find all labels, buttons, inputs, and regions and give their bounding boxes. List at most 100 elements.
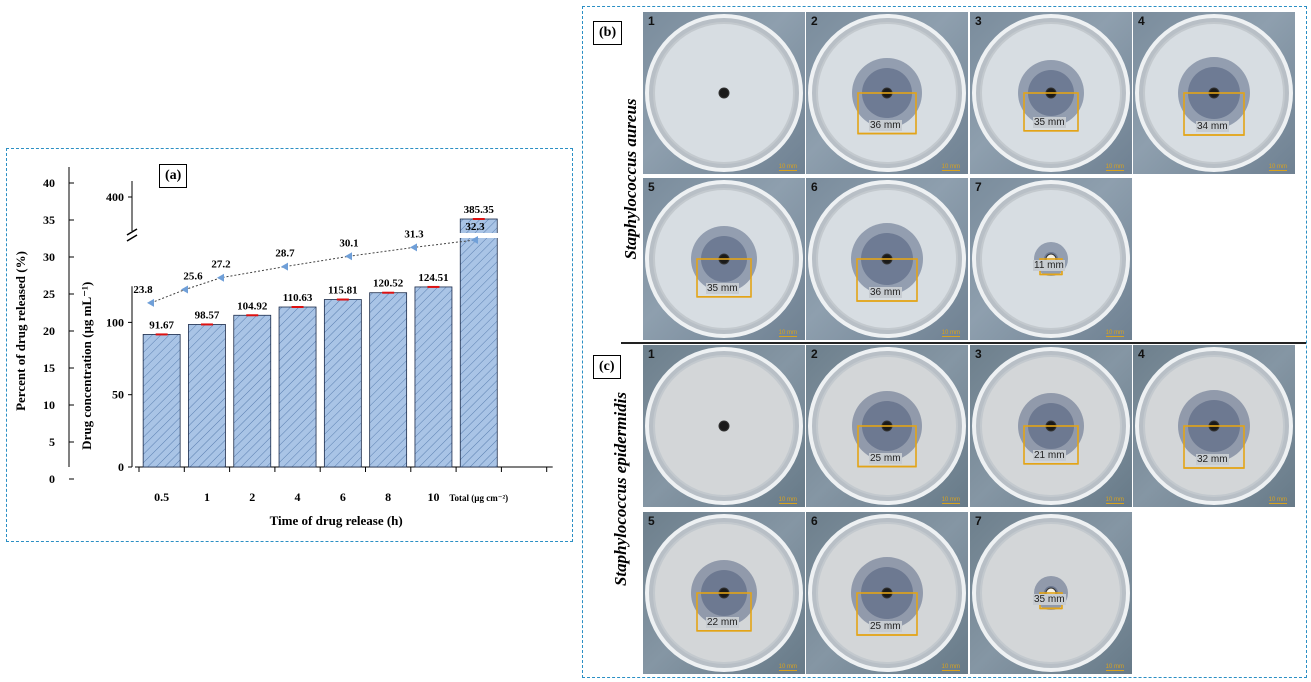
scale-bar: 10 mm: [941, 330, 960, 337]
petri-dish-image: [972, 180, 1130, 338]
bar-value-label: 115.81: [328, 285, 358, 297]
percent-tick-label: 40: [43, 176, 55, 190]
percent-tick-label: 30: [43, 250, 55, 264]
petri-dish-image: [808, 180, 966, 338]
percent-tick-label: 20: [43, 324, 55, 338]
scale-bar: 10 mm: [941, 164, 960, 171]
petri-dish: 4 34 mm 10 mm: [1133, 12, 1295, 174]
x-axis-title: Time of drug release (h): [270, 513, 403, 528]
percent-value-label: 23.8: [133, 284, 153, 296]
scale-bar: 10 mm: [1268, 164, 1287, 171]
percent-value-label: 30.1: [339, 237, 358, 249]
dish-number: 6: [811, 514, 818, 528]
scale-bar: 10 mm: [1268, 497, 1287, 504]
panel-label-a: (a): [159, 164, 188, 188]
inhibition-zone-label: 35 mm: [1033, 116, 1066, 128]
inhibition-zone-label: 25 mm: [869, 621, 902, 632]
petri-dish-image: [972, 347, 1130, 505]
petri-dish: 3 35 mm 10 mm: [970, 12, 1132, 174]
petri-dish: 6 25 mm 10 mm: [806, 512, 968, 674]
petri-dish-image: [645, 180, 803, 338]
x-tick-label: 1: [204, 490, 210, 504]
bar: [278, 306, 317, 468]
dish-number: 1: [648, 14, 655, 28]
inhibition-zone-label: 36 mm: [869, 119, 902, 131]
antibacterial-panel: (b) Staphylococcus aureus (c) Staphyloco…: [582, 6, 1307, 678]
scale-bar: 10 mm: [778, 330, 797, 337]
percent-value-label: 25.6: [183, 271, 203, 283]
percent-value-label: 27.2: [211, 259, 231, 271]
inhibition-zone-label: 21 mm: [1033, 449, 1066, 461]
conc-axis-title: Drug concentration (µg mL⁻¹): [79, 282, 94, 450]
percent-tick-label: 0: [49, 472, 55, 486]
percent-marker: [345, 252, 352, 261]
petri-dish-image: [808, 514, 966, 672]
petri-dish-image: [645, 14, 803, 172]
percent-marker: [410, 243, 417, 252]
percent-value-label: 31.3: [404, 228, 424, 240]
percent-value-label: 32.3: [465, 221, 485, 233]
percent-marker: [281, 262, 288, 271]
x-tick-label: 2: [249, 490, 255, 504]
percent-axis-title: Percent of drug released (%): [13, 251, 28, 411]
axis-break-mark: [126, 234, 138, 242]
dish-number: 2: [811, 347, 818, 361]
percent-tick-label: 5: [49, 435, 55, 449]
petri-dish: 5 35 mm 10 mm: [643, 178, 805, 340]
bar: [459, 218, 498, 468]
petri-dish-image: [972, 514, 1130, 672]
percent-marker: [217, 273, 224, 282]
dish-number: 5: [648, 514, 655, 528]
inhibition-zone-label: 22 mm: [706, 616, 739, 628]
petri-dish: 7 35 mm 10 mm: [970, 512, 1132, 674]
bar-value-label: 110.63: [283, 292, 313, 304]
petri-dish-image: [645, 347, 803, 505]
bar: [369, 292, 408, 468]
x-tick-label: 8: [385, 490, 391, 504]
bar: [323, 299, 362, 468]
inhibition-zone-label: 34 mm: [1196, 121, 1229, 132]
dish-number: 7: [975, 180, 982, 194]
bar-value-label: 91.67: [149, 319, 174, 331]
dish-number: 3: [975, 347, 982, 361]
petri-dish-image: [1135, 347, 1293, 505]
inhibition-zone-label: 35 mm: [1033, 594, 1066, 606]
percent-marker: [471, 235, 478, 244]
bar: [188, 324, 226, 468]
bar-break-band: [459, 233, 499, 238]
species-label-b: Staphylococcus aureus: [621, 98, 640, 260]
scale-bar: 10 mm: [1105, 330, 1124, 337]
scale-bar: 10 mm: [941, 664, 960, 671]
percent-tick-label: 15: [43, 361, 55, 375]
petri-dish: 2 36 mm 10 mm: [806, 12, 968, 174]
scale-bar: 10 mm: [1105, 664, 1124, 671]
x-tick-label: 4: [295, 490, 301, 504]
dish-number: 5: [648, 180, 655, 194]
percent-value-label: 28.7: [275, 248, 295, 260]
scale-bar: 10 mm: [941, 497, 960, 504]
conc-tick-label: 400: [106, 190, 124, 204]
scale-bar: 10 mm: [778, 664, 797, 671]
x-tick-label: 10: [427, 490, 439, 504]
dish-number: 4: [1138, 347, 1145, 361]
petri-dish-image: [808, 347, 966, 505]
inhibition-zone-label: 11 mm: [1033, 260, 1065, 272]
species-label-c: Staphylococcus epidermidis: [611, 391, 630, 587]
scale-bar: 10 mm: [778, 164, 797, 171]
dish-number: 3: [975, 14, 982, 28]
scale-bar: 10 mm: [1105, 164, 1124, 171]
petri-dish: 7 11 mm 10 mm: [970, 178, 1132, 340]
x-tick-label: Total (µg cm⁻²): [449, 493, 508, 503]
inhibition-zone-label: 25 mm: [869, 452, 902, 464]
petri-dish: 3 21 mm 10 mm: [970, 345, 1132, 507]
panel-label-b: (b): [593, 21, 623, 45]
percent-tick-label: 35: [43, 213, 55, 227]
dish-number: 7: [975, 514, 982, 528]
dish-number: 6: [811, 180, 818, 194]
petri-dish-image: [645, 514, 803, 672]
axis-break-mark: [126, 228, 138, 236]
bar-value-label: 124.51: [418, 272, 448, 284]
scale-bar: 10 mm: [1105, 497, 1124, 504]
inhibition-zone-label: 36 mm: [869, 287, 902, 298]
percent-tick-label: 10: [43, 398, 55, 412]
